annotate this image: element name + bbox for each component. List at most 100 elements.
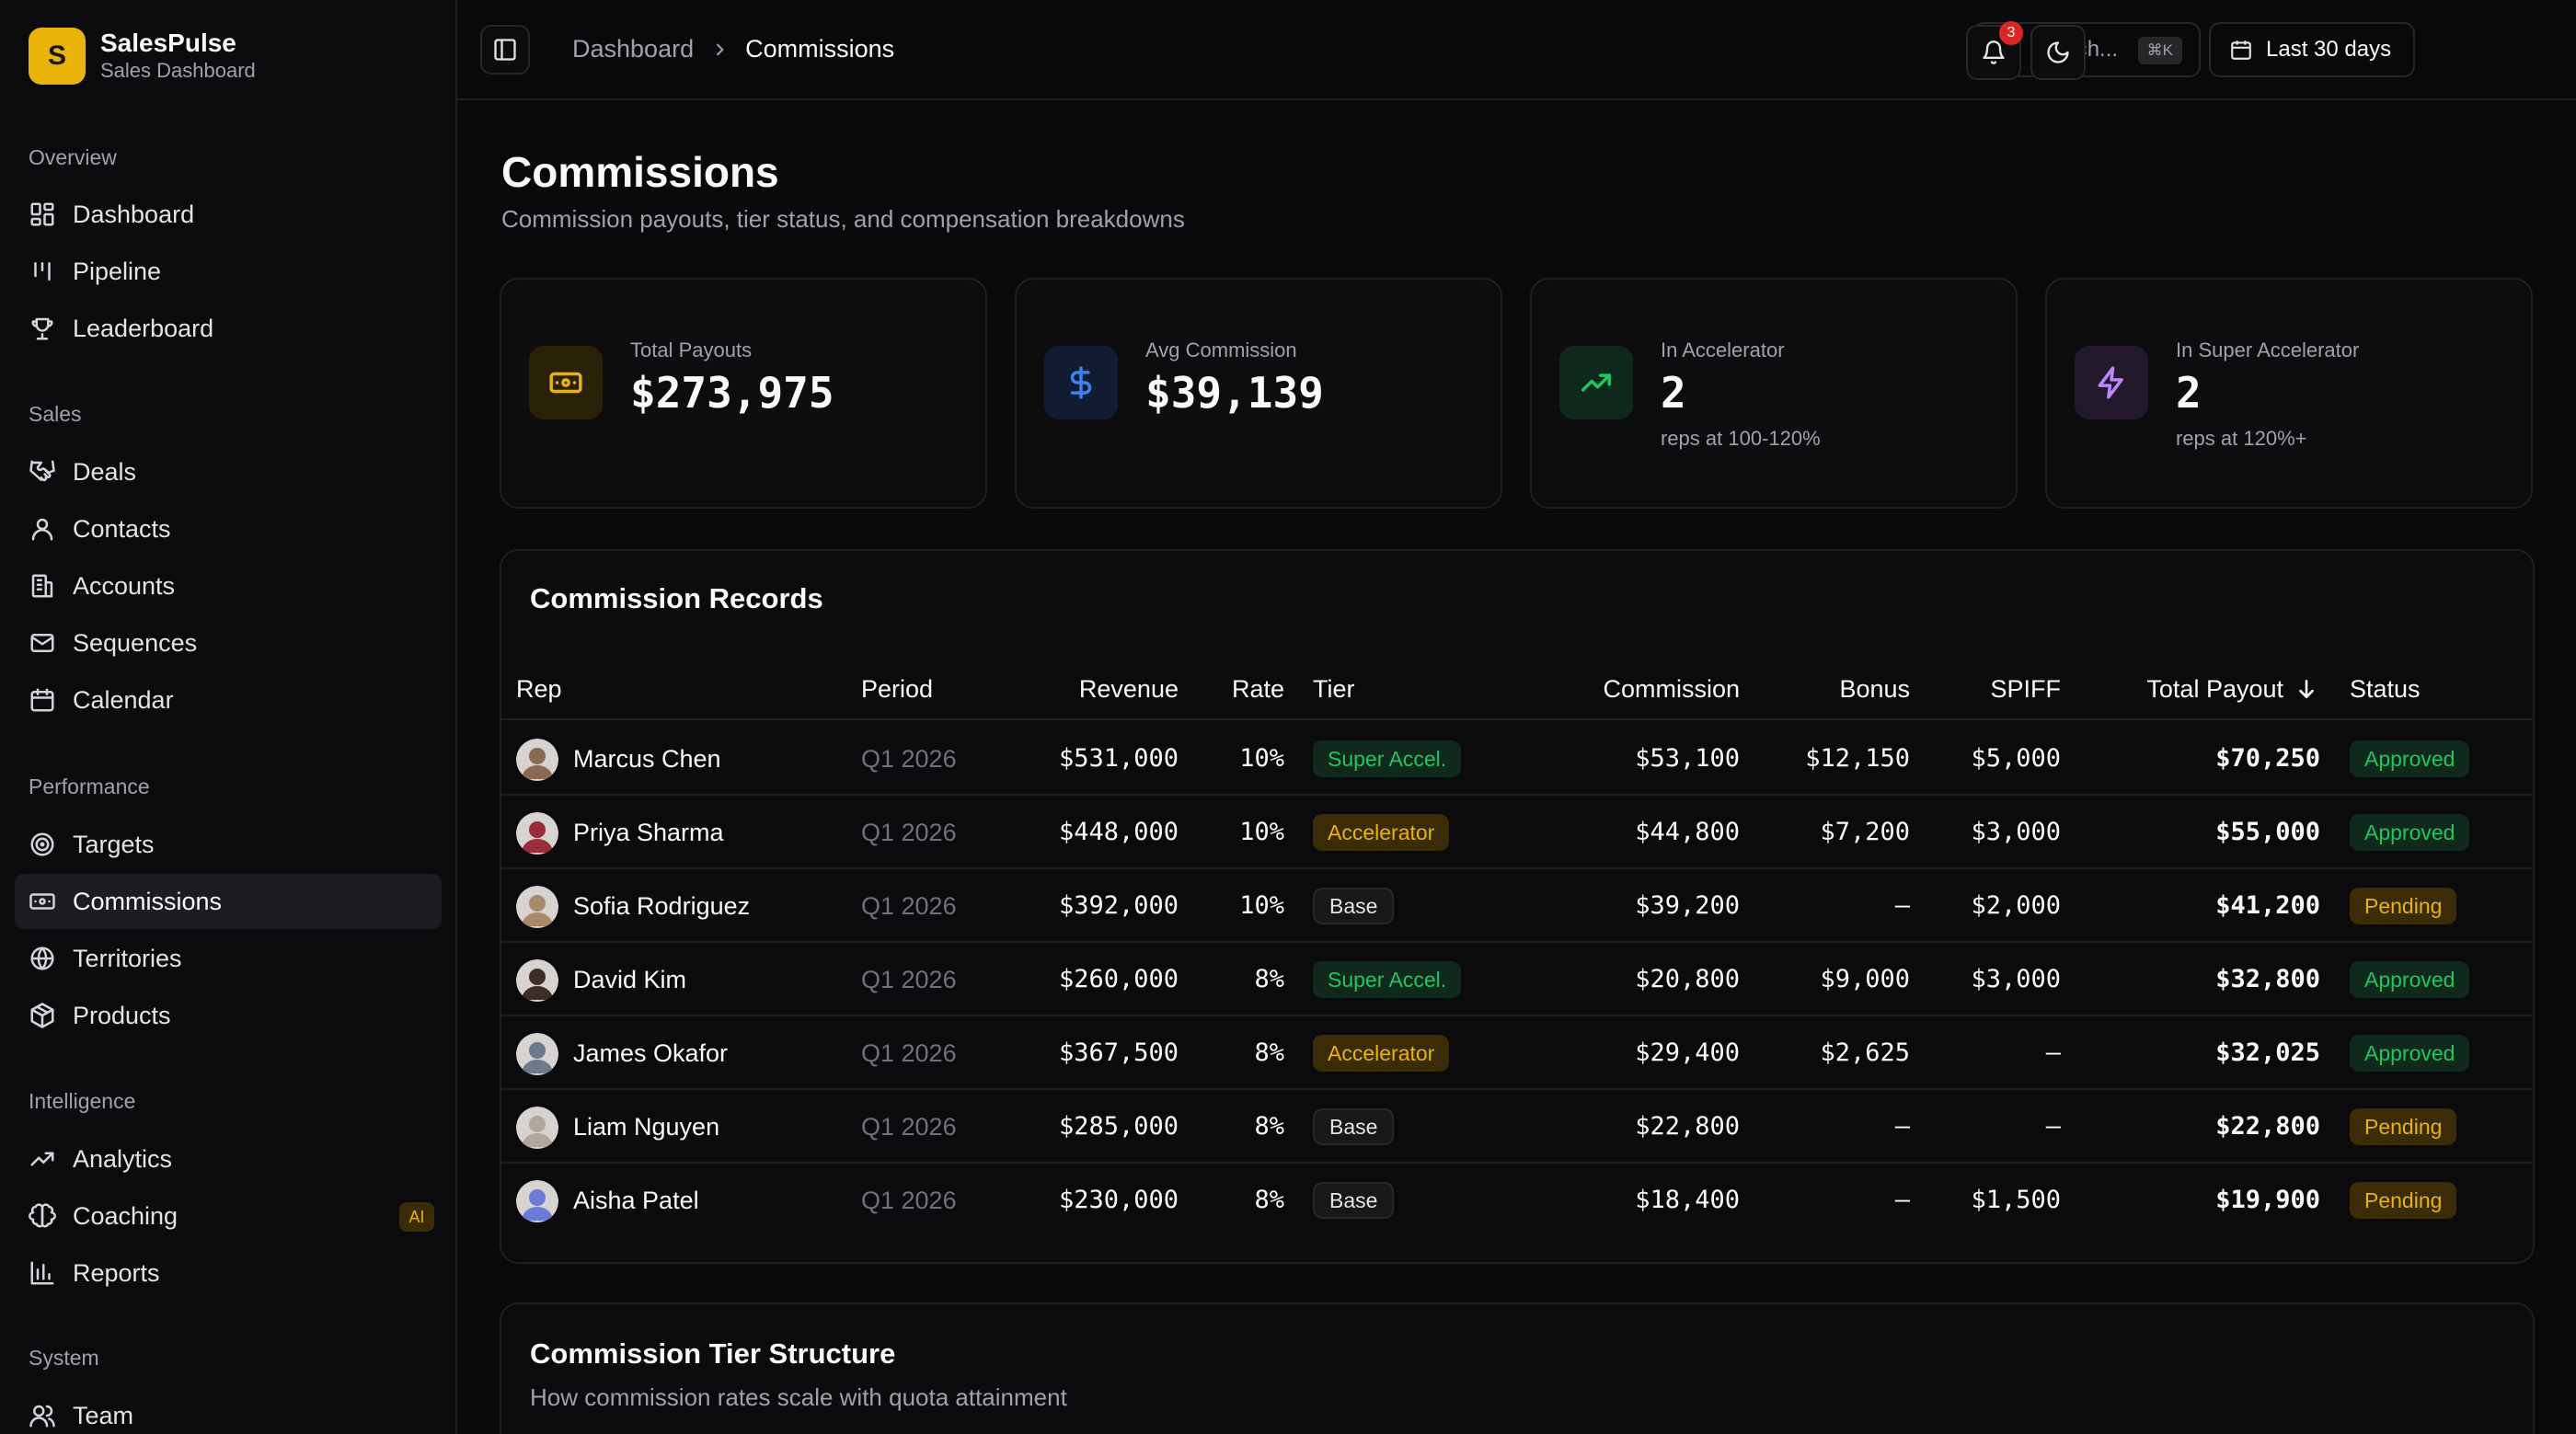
sidebar-item-coaching[interactable]: Coaching AI [15,1188,442,1244]
nav-section-intelligence: Intelligence [29,1089,136,1113]
commission-records-card: Commission Records Rep Period Revenue Ra… [500,549,2535,1264]
total-payout-cell: $22,800 [2215,1112,2320,1141]
sidebar-item-commissions[interactable]: Commissions [15,874,442,929]
brand-name: SalesPulse [100,29,236,57]
bell-icon [1983,40,2005,64]
ai-badge: AI [399,1202,434,1232]
spiff-cell: $1,500 [1971,1186,2061,1214]
rep-name[interactable]: Aisha Patel [573,1187,699,1214]
sidebar-item-dashboard[interactable]: Dashboard [15,187,442,242]
stat-label: Total Payouts [630,338,753,361]
bonus-cell: — [1894,1186,1910,1214]
stat-note: reps at 100-120% [1661,427,1821,450]
sidebar-item-team[interactable]: Team [15,1388,442,1434]
column-header-period[interactable]: Period [861,675,934,703]
column-header-rate[interactable]: Rate [1231,675,1284,703]
sidebar-item-sequences[interactable]: Sequences [15,615,442,671]
stat-icon-wrap [2075,346,2148,419]
banknote-icon [29,893,55,910]
sidebar-item-label: Team [73,1401,134,1429]
commission-cell: $22,800 [1635,1112,1740,1141]
sidebar-item-analytics[interactable]: Analytics [15,1131,442,1187]
page-title: Commissions [501,148,779,196]
nav-section-performance: Performance [29,774,150,798]
table-row[interactable]: Sofia Rodriguez Q1 2026 $392,000 10% Bas… [501,869,2533,943]
sidebar-item-label: Targets [73,830,155,858]
commission-cell: $44,800 [1635,818,1740,846]
sidebar-item-label: Accounts [73,571,176,600]
column-header-rep[interactable]: Rep [516,675,562,703]
avatar [516,959,558,1002]
avatar [516,1033,558,1075]
column-header-revenue[interactable]: Revenue [1078,675,1179,703]
revenue-cell: $531,000 [1058,744,1179,773]
column-header-total-payout[interactable]: Total Payout [2146,658,2320,720]
bonus-cell: $2,625 [1820,1038,1910,1067]
table-row[interactable]: Liam Nguyen Q1 2026 $285,000 8% Base $22… [501,1090,2533,1164]
revenue-cell: $448,000 [1058,818,1179,846]
date-range-button[interactable]: Last 30 days [2209,22,2415,77]
sidebar-item-label: Pipeline [73,257,162,285]
avatar-image [516,886,558,928]
stat-card-in-accelerator: In Accelerator 2 reps at 100-120% [1530,278,2018,509]
sidebar-item-deals[interactable]: Deals [15,444,442,499]
rep-name[interactable]: David Kim [573,966,687,993]
rep-name[interactable]: Liam Nguyen [573,1113,720,1141]
total-payout-cell: $41,200 [2215,891,2320,920]
commission-cell: $53,100 [1635,744,1740,773]
sidebar-item-leaderboard[interactable]: Leaderboard [15,301,442,356]
sidebar-item-accounts[interactable]: Accounts [15,558,442,614]
table-row[interactable]: Priya Sharma Q1 2026 $448,000 10% Accele… [501,796,2533,869]
avatar-image [516,1107,558,1149]
rep-name[interactable]: Priya Sharma [573,819,724,846]
sidebar-item-reports[interactable]: Reports [15,1245,442,1301]
tier-badge: Super Accel. [1313,961,1462,998]
tier-badge: Base [1313,1182,1395,1219]
table-row[interactable]: James Okafor Q1 2026 $367,500 8% Acceler… [501,1016,2533,1090]
commission-cell: $20,800 [1635,965,1740,993]
table-row[interactable]: David Kim Q1 2026 $260,000 8% Super Acce… [501,943,2533,1016]
rep-name[interactable]: James Okafor [573,1039,729,1067]
sidebar-item-targets[interactable]: Targets [15,817,442,872]
building-icon [31,574,53,598]
notifications-button[interactable]: 3 [1966,21,2023,80]
column-header-bonus[interactable]: Bonus [1839,675,1910,703]
bonus-cell: — [1894,1112,1910,1141]
column-header-commission[interactable]: Commission [1603,675,1740,703]
sidebar-toggle-button[interactable] [480,25,530,75]
column-header-tier[interactable]: Tier [1313,675,1355,703]
stat-icon-wrap [1044,346,1118,419]
sidebar-item-territories[interactable]: Territories [15,931,442,986]
brand[interactable]: S SalesPulse Sales Dashboard [29,28,256,85]
kanban-icon [34,262,51,281]
spiff-cell: $3,000 [1971,965,2061,993]
calendar-icon [2231,40,2251,60]
breadcrumb: Dashboard Commissions [572,35,894,63]
column-header-spiff[interactable]: SPIFF [1990,675,2061,703]
theme-toggle-button[interactable] [2030,25,2086,80]
banknote-icon [549,372,582,394]
tier-badge: Base [1313,1108,1395,1145]
rate-cell: 8% [1254,1186,1284,1214]
globe-icon [30,946,54,970]
rate-cell: 10% [1239,744,1284,773]
arrow-down-icon [2299,680,2314,698]
rate-cell: 8% [1254,965,1284,993]
top-bar: Dashboard Commissions Search... ⌘K Last … [457,0,2576,100]
brain-icon [29,1203,56,1228]
moon-icon [2047,41,2069,63]
table-row[interactable]: Marcus Chen Q1 2026 $531,000 10% Super A… [501,722,2533,796]
period-cell: Q1 2026 [861,892,957,920]
column-header-status[interactable]: Status [2350,675,2421,703]
sidebar-item-products[interactable]: Products [15,988,442,1043]
sidebar-item-calendar[interactable]: Calendar [15,672,442,728]
rep-name[interactable]: Marcus Chen [573,745,721,773]
date-range-label: Last 30 days [2266,37,2392,62]
table-row[interactable]: Aisha Patel Q1 2026 $230,000 8% Base $18… [501,1164,2533,1237]
rep-name[interactable]: Sofia Rodriguez [573,892,751,920]
stat-card-avg-commission: Avg Commission $39,139 [1015,278,1502,509]
breadcrumb-dashboard[interactable]: Dashboard [572,35,695,63]
sidebar-item-pipeline[interactable]: Pipeline [15,244,442,299]
avatar-image [516,1033,558,1075]
sidebar-item-contacts[interactable]: Contacts [15,501,442,556]
